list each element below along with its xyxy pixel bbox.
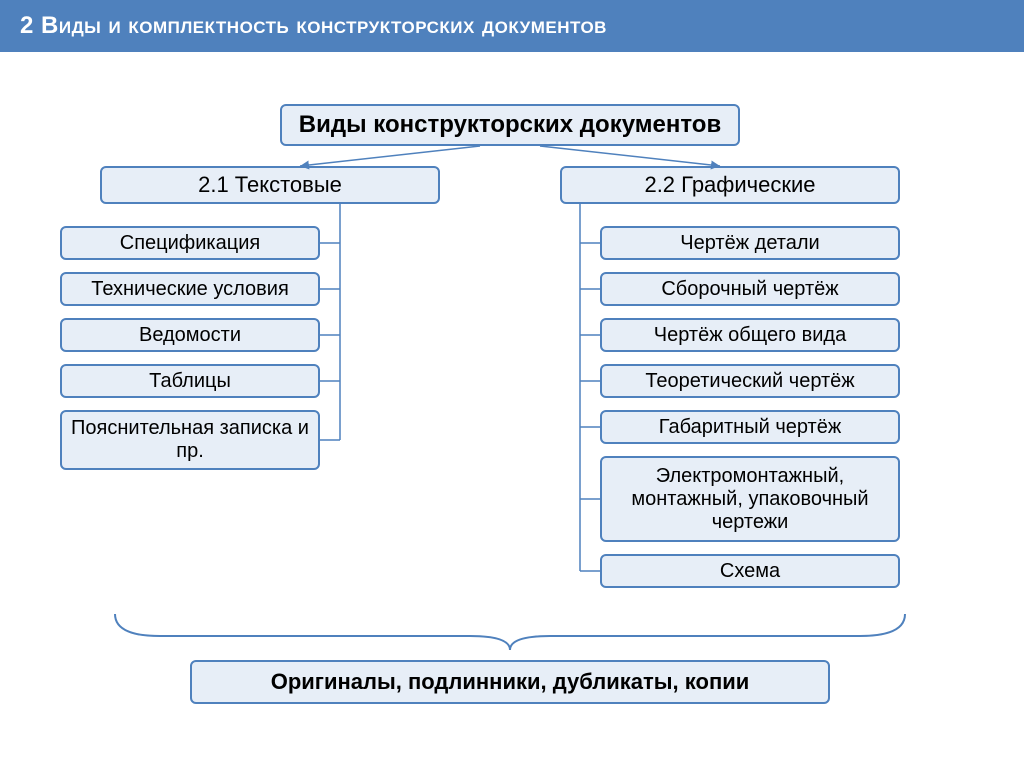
left-item-0: Спецификация xyxy=(60,226,320,260)
header-title: 2 Виды и комплектность конструкторских д… xyxy=(20,12,607,39)
right-item-4: Габаритный чертёж xyxy=(600,410,900,444)
right-item-3: Теоретический чертёж xyxy=(600,364,900,398)
left-item-3: Таблицы xyxy=(60,364,320,398)
left-item-1: Технические условия xyxy=(60,272,320,306)
page-header: 2 Виды и комплектность конструкторских д… xyxy=(0,0,1024,52)
right-item-6: Схема xyxy=(600,554,900,588)
left-item-2: Ведомости xyxy=(60,318,320,352)
branch-left-label: 2.1 Текстовые xyxy=(198,172,342,198)
right-item-0: Чертёж детали xyxy=(600,226,900,260)
branch-left: 2.1 Текстовые xyxy=(100,166,440,204)
left-item-4: Пояснительная записка и пр. xyxy=(60,410,320,470)
right-item-5: Электромонтажный, монтажный, упаковочный… xyxy=(600,456,900,542)
branch-right-label: 2.2 Графические xyxy=(644,172,815,198)
right-item-2: Чертёж общего вида xyxy=(600,318,900,352)
root-node: Виды конструкторских документов xyxy=(280,104,740,146)
root-label: Виды конструкторских документов xyxy=(299,111,721,139)
right-item-1: Сборочный чертёж xyxy=(600,272,900,306)
bottom-label: Оригиналы, подлинники, дубликаты, копии xyxy=(271,669,750,695)
bottom-node: Оригиналы, подлинники, дубликаты, копии xyxy=(190,660,830,704)
branch-right: 2.2 Графические xyxy=(560,166,900,204)
